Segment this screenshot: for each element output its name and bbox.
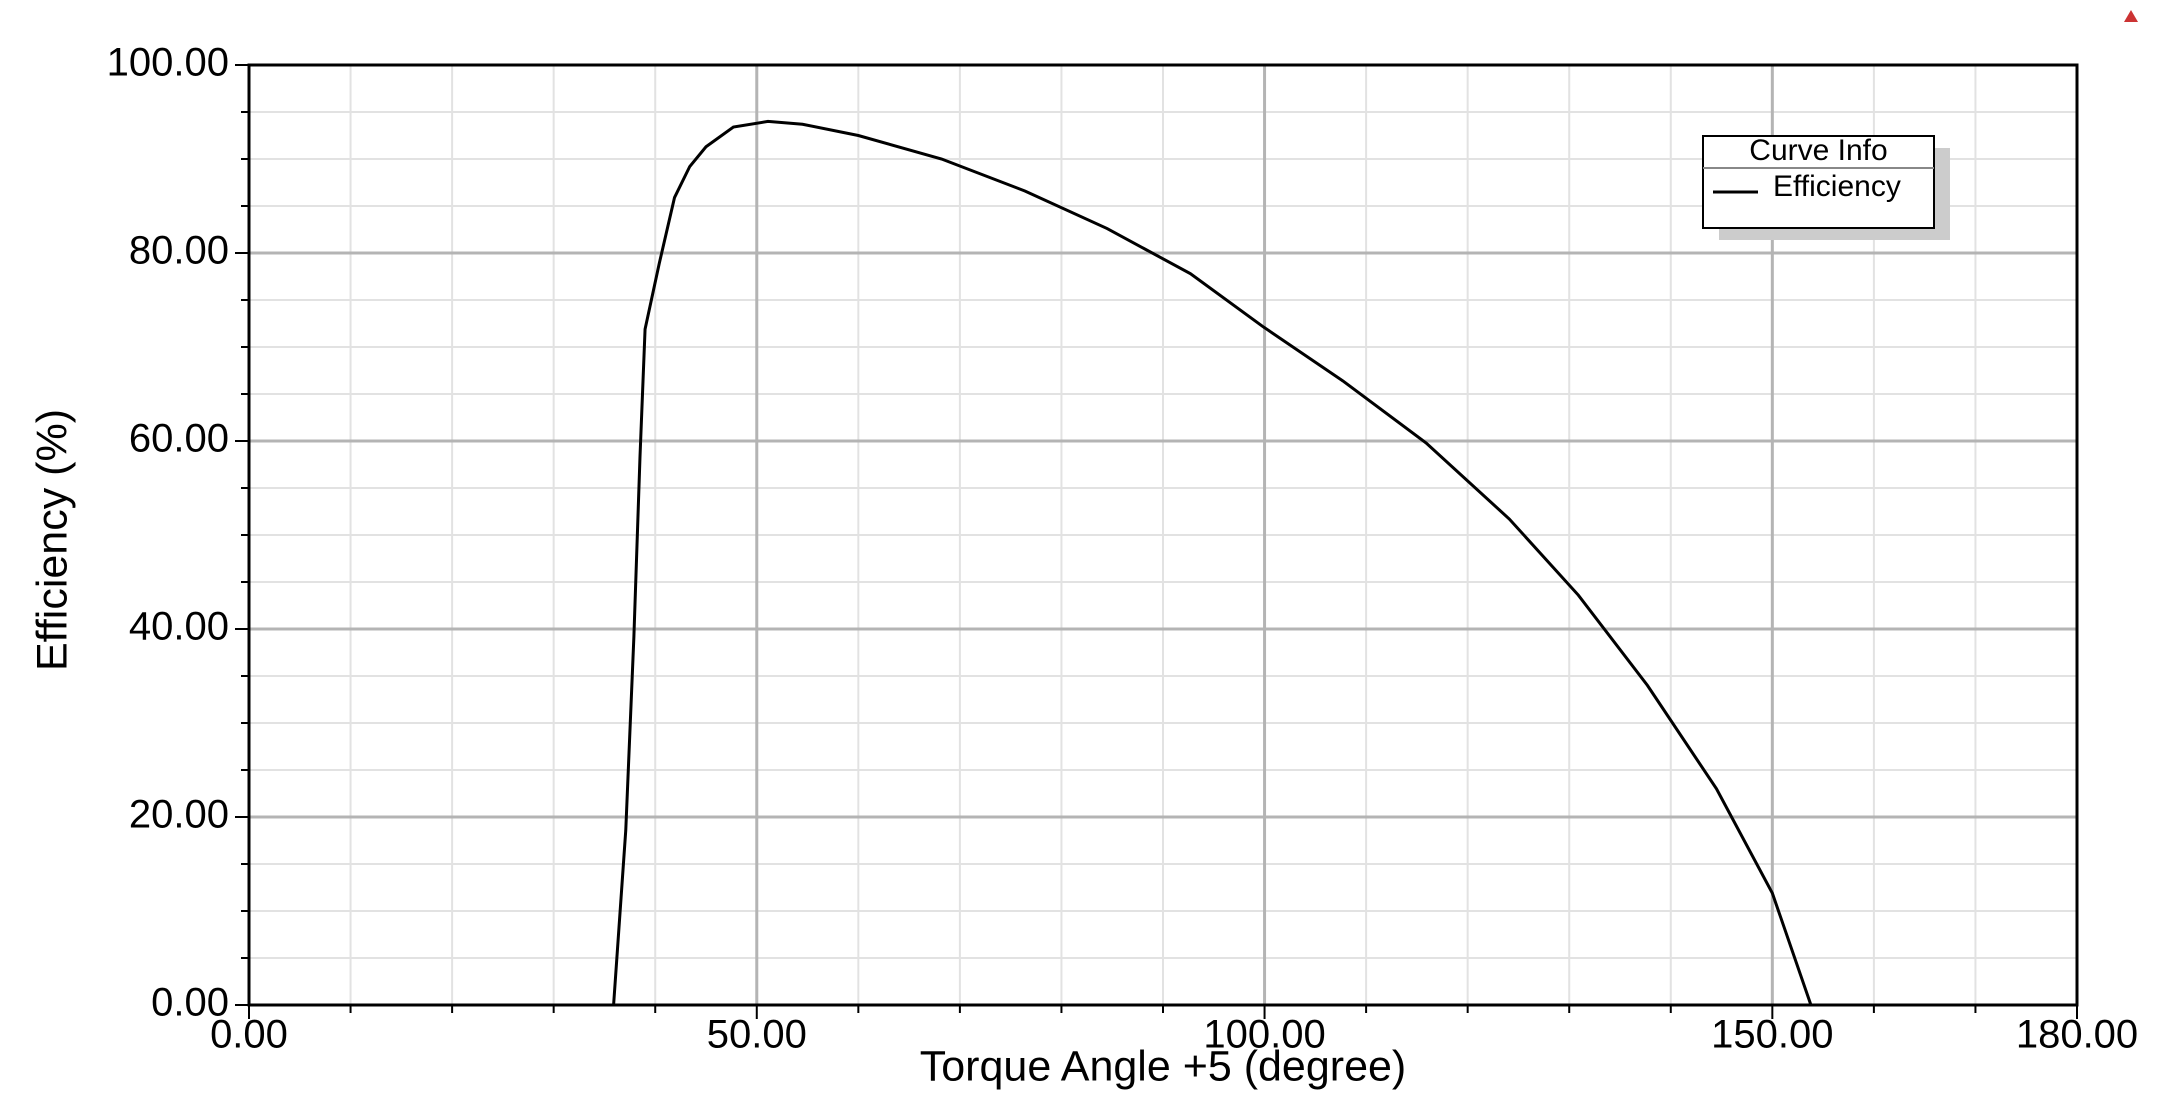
legend	[1702, 135, 1935, 229]
corner-icon	[2124, 10, 2138, 22]
line	[612, 119, 1813, 1006]
y-tick-label: 80.00	[129, 229, 229, 273]
y-tick-label: 0.00	[151, 981, 229, 1025]
x-tick-label: 180.00	[2016, 1013, 2138, 1057]
y-tick-label: 20.00	[129, 793, 229, 837]
x-tick-label: 0.00	[210, 1013, 288, 1057]
legend-label: Efficiency	[1773, 170, 1901, 203]
plot-frame	[247, 63, 2079, 1007]
x-tick-label: 150.00	[1711, 1013, 1833, 1057]
y-tick-label: 40.00	[129, 605, 229, 649]
y-axis-title: Efficiency (%)	[28, 409, 76, 671]
x-tick-label: 50.00	[707, 1013, 807, 1057]
y-tick-label: 60.00	[129, 417, 229, 461]
legend-title: Curve Info	[1749, 134, 1887, 167]
x-tick-label: 100.00	[1203, 1013, 1325, 1057]
y-tick-label: 100.00	[107, 41, 229, 85]
x-axis-title: Torque Angle +5 (degree)	[920, 1042, 1406, 1090]
